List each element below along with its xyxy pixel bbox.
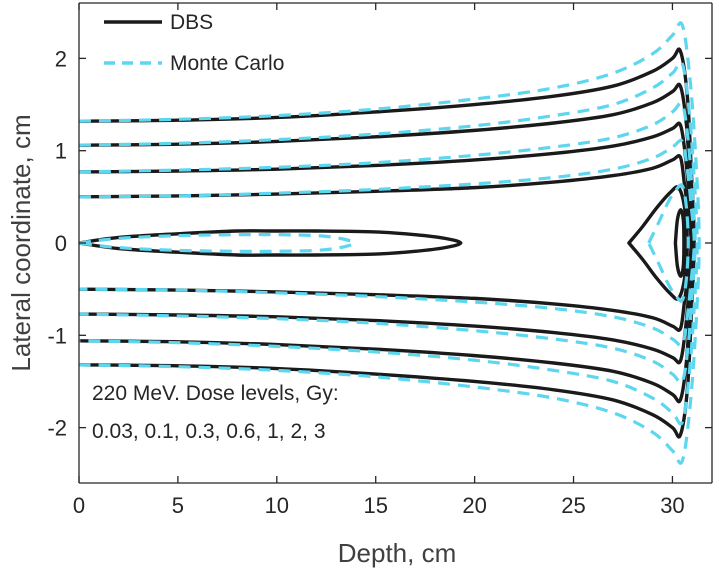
- x-axis-title: Depth, cm: [338, 538, 457, 568]
- y-tick-label: 1: [55, 139, 67, 164]
- y-tick-label: 0: [55, 231, 67, 256]
- y-tick-label: -2: [47, 416, 67, 441]
- x-tick-label: 10: [265, 493, 289, 518]
- legend: DBS Monte Carlo: [104, 11, 284, 75]
- x-tick-label: 25: [561, 493, 585, 518]
- annotation-line-2: 0.03, 0.1, 0.3, 0.6, 1, 2, 3: [92, 420, 326, 443]
- x-tick-label: 15: [363, 493, 387, 518]
- y-tick-label: 2: [55, 46, 67, 71]
- ticks-layer: 0 5 10 15 20 25 30 -2 -1 0 1 2: [47, 3, 712, 518]
- annotation: 220 MeV. Dose levels, Gy: 0.03, 0.1, 0.3…: [92, 382, 339, 443]
- y-axis-title: Lateral coordinate, cm: [6, 114, 36, 371]
- curves-clip-group: [79, 21, 701, 465]
- monte-carlo-isodose-0p03: [79, 21, 701, 465]
- y-tick-label: -1: [47, 323, 67, 348]
- x-tick-label: 5: [172, 493, 184, 518]
- monte-carlo-isodose-0p3: [79, 101, 697, 385]
- dbs-isodose-3: [673, 208, 686, 278]
- legend-label-dbs: DBS: [170, 11, 213, 34]
- x-tick-label: 0: [73, 493, 85, 518]
- dbs-isodose-1: [79, 229, 463, 257]
- legend-label-monte-carlo: Monte Carlo: [170, 52, 284, 75]
- x-tick-label: 20: [462, 493, 486, 518]
- annotation-line-1: 220 MeV. Dose levels, Gy:: [92, 382, 339, 405]
- monte-carlo-isodose-0p1: [79, 60, 699, 426]
- x-tick-label: 30: [660, 493, 684, 518]
- curves-layer: [79, 21, 701, 465]
- dbs-isodose-0p6: [79, 154, 693, 332]
- monte-carlo-isodose-2: [647, 183, 690, 303]
- monte-carlo-isodose-0p6: [79, 138, 696, 348]
